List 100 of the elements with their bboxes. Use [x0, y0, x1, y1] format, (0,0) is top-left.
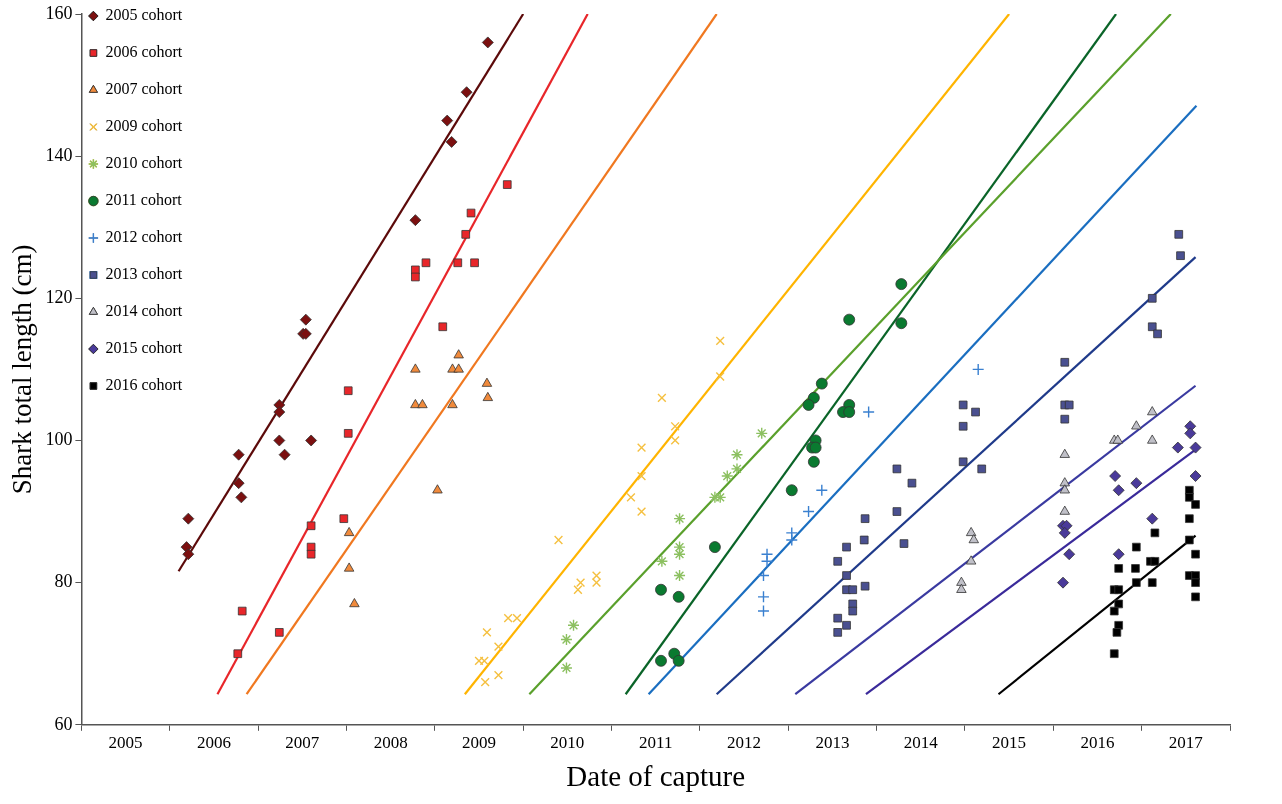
point [343, 429, 353, 438]
point [672, 654, 685, 667]
point [785, 484, 798, 497]
point [907, 478, 917, 488]
point [636, 471, 647, 481]
point [503, 613, 513, 623]
point [1112, 628, 1122, 637]
point [1059, 477, 1070, 487]
point [760, 555, 774, 568]
point [421, 258, 431, 268]
point [1060, 414, 1070, 424]
point [1147, 294, 1157, 303]
point [466, 208, 476, 218]
point [482, 627, 492, 637]
point [1150, 557, 1160, 566]
point [1185, 535, 1194, 545]
point [757, 590, 770, 604]
point [1109, 606, 1119, 616]
point [807, 455, 820, 468]
point [470, 258, 479, 268]
point [862, 405, 875, 419]
x-axis-title: Date of capture [566, 760, 746, 793]
point [843, 313, 856, 326]
point [453, 349, 464, 359]
point [273, 406, 286, 418]
x-tick-label: 2010 [550, 733, 585, 753]
point [1191, 578, 1200, 587]
point [757, 569, 770, 582]
point [809, 441, 822, 454]
point [842, 571, 851, 580]
x-tick-label: 2017 [1168, 733, 1204, 753]
x-tick-label: 2012 [727, 733, 762, 753]
x-tick-label: 2011 [639, 733, 673, 753]
point [785, 533, 798, 547]
y-tick-label: 100 [45, 429, 73, 450]
point [971, 407, 980, 417]
point [958, 421, 968, 431]
point [1131, 564, 1140, 573]
point [815, 377, 828, 390]
point [1185, 514, 1194, 523]
point [1189, 441, 1202, 454]
point [1191, 500, 1200, 509]
point [445, 136, 458, 148]
point [1057, 576, 1069, 589]
point [502, 180, 512, 189]
point [1191, 549, 1200, 559]
point [899, 539, 909, 548]
point [968, 534, 979, 544]
point [482, 391, 493, 401]
point [1184, 427, 1197, 440]
point [1147, 406, 1158, 416]
point [859, 535, 869, 545]
point [1114, 621, 1123, 630]
x-tick-label: 2014 [903, 733, 939, 753]
point [474, 656, 484, 666]
point [1176, 251, 1185, 260]
point [512, 613, 522, 623]
point [1114, 585, 1123, 595]
legend-label: 2009 cohort [105, 117, 183, 135]
point [755, 427, 768, 440]
legend-label: 2015 cohort [105, 339, 183, 357]
point [860, 581, 870, 591]
point [843, 406, 856, 418]
point [958, 457, 968, 467]
point [553, 535, 564, 545]
legend-label: 2012 cohort [105, 228, 183, 246]
point [833, 557, 842, 566]
point [971, 363, 985, 376]
point [343, 562, 355, 572]
point [655, 555, 669, 568]
point [848, 599, 858, 609]
point [275, 628, 284, 637]
point [655, 654, 667, 667]
point [842, 542, 851, 552]
point [655, 583, 667, 596]
point [567, 619, 580, 632]
point [956, 583, 967, 593]
point [1131, 420, 1142, 430]
point [232, 477, 245, 490]
point [730, 462, 744, 476]
y-tick-label: 80 [54, 571, 73, 592]
point [848, 585, 858, 595]
point [636, 443, 647, 453]
point [493, 642, 504, 652]
point [1058, 526, 1071, 539]
point [757, 604, 770, 618]
legend-label: 2013 cohort [105, 265, 183, 283]
x-tick-label: 2008 [373, 733, 408, 753]
x-tick-label: 2005 [108, 733, 143, 753]
y-tick-label: 60 [54, 713, 73, 734]
point [1153, 329, 1162, 339]
point [1059, 505, 1070, 515]
point [237, 606, 247, 616]
y-tick-label: 160 [45, 2, 73, 23]
x-tick-label: 2016 [1080, 733, 1115, 753]
point [479, 656, 489, 666]
point [481, 377, 493, 387]
point [657, 393, 667, 403]
point [892, 464, 902, 474]
point [815, 484, 829, 497]
